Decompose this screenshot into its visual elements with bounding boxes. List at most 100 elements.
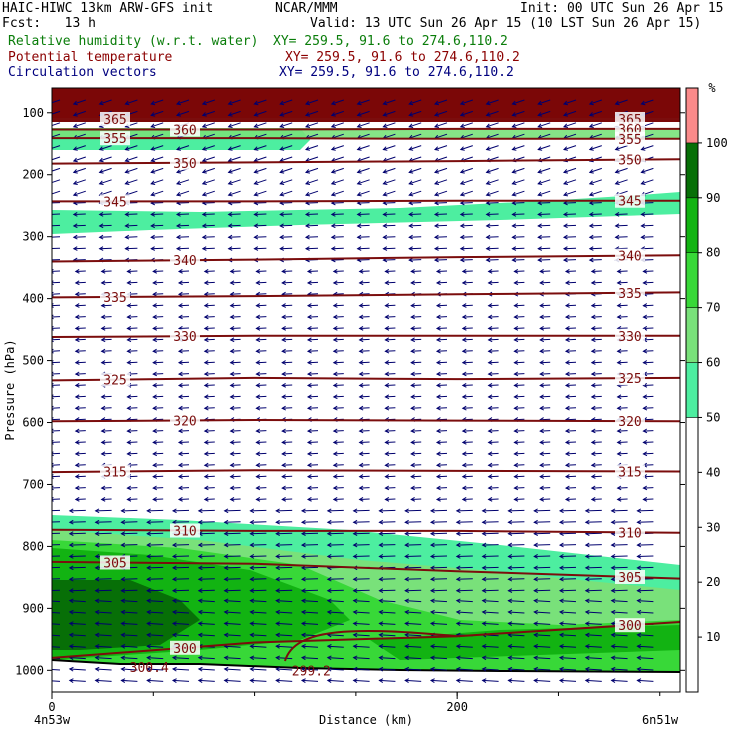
wind-vector <box>52 600 61 603</box>
wind-vector <box>255 485 267 491</box>
wind-vector <box>98 145 112 151</box>
wind-vector <box>124 212 138 217</box>
wind-vector <box>533 655 551 661</box>
wind-vector <box>511 212 525 217</box>
wind-vector <box>616 314 628 320</box>
theta-contour-305 <box>52 560 680 580</box>
wind-vector <box>533 565 551 571</box>
wind-vector <box>513 496 525 502</box>
wind-vector <box>306 382 319 388</box>
wind-vector <box>563 110 577 117</box>
wind-vector <box>52 680 61 682</box>
wind-vector <box>590 451 602 457</box>
wind-vector <box>72 156 86 163</box>
wind-vector <box>171 598 190 604</box>
wind-vector <box>94 531 112 536</box>
wind-vector <box>279 223 293 229</box>
wind-vector <box>146 655 164 661</box>
wind-vector <box>253 223 267 229</box>
wind-vector <box>435 337 448 343</box>
wind-vector <box>126 280 138 286</box>
wind-vector <box>68 621 86 626</box>
wind-vector <box>332 348 344 354</box>
wind-vector <box>610 666 628 672</box>
wind-vector <box>485 179 499 186</box>
wind-vector <box>481 621 499 626</box>
wind-vector <box>564 280 577 286</box>
wind-vector <box>249 678 267 683</box>
wind-vector <box>227 167 241 174</box>
wind-vector <box>429 609 448 615</box>
wind-vector <box>279 122 293 129</box>
wind-vector <box>487 371 499 377</box>
wind-vector <box>74 428 86 434</box>
plot-frame <box>51 87 681 693</box>
wind-vector <box>74 325 86 331</box>
wind-vector <box>126 337 138 343</box>
wind-vector <box>68 588 86 593</box>
wind-vector <box>197 655 215 661</box>
y-tick-label: 700 <box>22 477 44 491</box>
wind-vector <box>485 223 499 229</box>
colorbar-tick-label: 10 <box>706 630 720 644</box>
wind-vector <box>326 609 344 615</box>
wind-vector <box>249 542 267 548</box>
wind-vector <box>513 348 525 354</box>
wind-vector <box>408 99 422 106</box>
wind-vector <box>588 223 602 229</box>
wind-vector <box>52 532 61 534</box>
wind-vector <box>590 428 602 434</box>
wind-vector <box>72 234 86 240</box>
wind-vector <box>461 348 473 354</box>
wind-vector <box>177 428 190 434</box>
wind-vector <box>253 179 267 186</box>
wind-vector <box>72 190 86 197</box>
wind-vector <box>275 576 293 582</box>
wind-vector <box>584 576 602 582</box>
wind-vector <box>94 678 112 683</box>
wind-vector <box>378 519 396 525</box>
wind-vector <box>429 598 448 604</box>
wind-vector <box>378 666 396 672</box>
wind-vector <box>588 145 602 151</box>
wind-vector <box>563 145 577 151</box>
wind-vector <box>126 405 138 411</box>
wind-vector <box>300 531 319 536</box>
wind-vector <box>332 382 344 388</box>
wind-vector <box>558 621 577 626</box>
wind-vector <box>584 644 602 649</box>
wind-vector <box>120 598 138 604</box>
wind-vector <box>461 382 473 388</box>
wind-vector <box>146 598 164 604</box>
wind-vector <box>203 485 215 491</box>
wind-vector <box>384 371 396 377</box>
wind-vector <box>150 212 164 217</box>
wind-vector <box>227 156 241 163</box>
wind-vector <box>590 337 602 343</box>
theta-label-310: 310 <box>173 525 196 540</box>
wind-vector <box>382 99 396 106</box>
wind-vector <box>487 439 499 445</box>
wind-vector <box>564 439 577 445</box>
wind-vector <box>52 224 61 227</box>
wind-vector <box>201 122 215 129</box>
wind-vector <box>177 451 190 457</box>
wind-vector <box>410 360 422 365</box>
wind-vector <box>642 439 654 445</box>
wind-vector <box>68 609 86 615</box>
wind-vector <box>481 531 499 536</box>
wind-vector <box>275 519 293 525</box>
wind-vector <box>459 212 473 217</box>
wind-vector <box>539 280 551 286</box>
wind-vector <box>590 405 602 411</box>
wind-vector <box>52 99 61 105</box>
wind-vector <box>455 655 473 661</box>
wind-vector <box>223 565 241 571</box>
wind-vector <box>562 223 577 229</box>
wind-vector <box>197 508 215 514</box>
wind-vector <box>636 542 654 548</box>
wind-vector <box>304 223 319 229</box>
wind-vector <box>640 234 654 240</box>
wind-vector <box>330 246 344 251</box>
wind-vector <box>384 485 396 491</box>
